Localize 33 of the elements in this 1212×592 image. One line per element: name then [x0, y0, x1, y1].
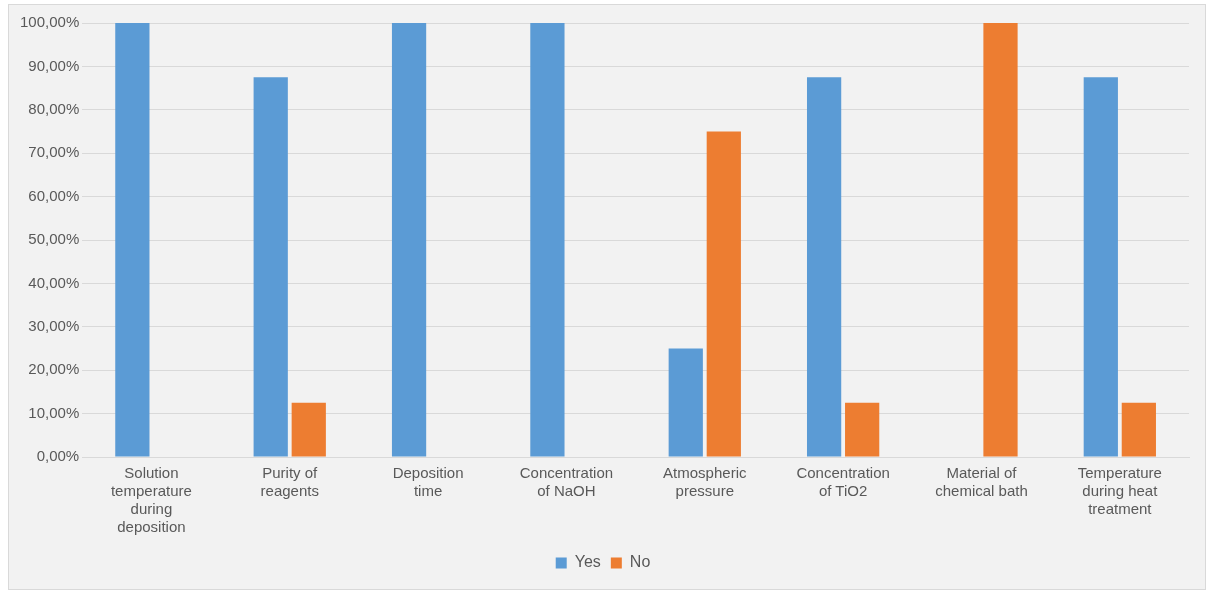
x-tick-label: Temperature during heat treatment — [1077, 464, 1162, 518]
x-tick-label: Purity of reagents — [260, 464, 319, 500]
legend-label: No — [629, 553, 651, 571]
bar — [291, 402, 326, 457]
y-tick-label: 70,00% — [28, 143, 80, 161]
y-tick-label: 100,00% — [20, 13, 80, 31]
bar — [1083, 77, 1118, 457]
bar — [530, 23, 565, 457]
y-tick-label: 20,00% — [28, 360, 80, 378]
y-tick-label: 80,00% — [28, 99, 80, 117]
x-tick-label: Solution temperature during deposition — [110, 464, 192, 536]
y-tick-label: 40,00% — [28, 273, 80, 291]
bar — [668, 348, 703, 457]
y-tick-label: 10,00% — [28, 403, 80, 421]
y-tick-label: 0,00% — [36, 447, 80, 465]
bar — [1121, 402, 1156, 457]
legend-label: Yes — [574, 553, 601, 571]
y-tick-label: 30,00% — [28, 316, 80, 334]
x-tick-label: Deposition time — [392, 464, 464, 500]
y-tick-label: 60,00% — [28, 186, 80, 204]
bar — [115, 23, 150, 457]
x-tick-label: Atmospheric pressure — [663, 464, 747, 500]
y-tick-label: 90,00% — [28, 56, 80, 74]
bar — [253, 77, 288, 457]
bar — [391, 23, 427, 457]
x-tick-label: Concentration of NaOH — [519, 464, 614, 500]
bar — [806, 77, 842, 457]
bar — [706, 131, 741, 457]
y-tick-label: 50,00% — [28, 230, 80, 248]
x-tick-label: Concentration of TiO2 — [796, 464, 890, 500]
bar — [845, 402, 880, 457]
x-tick-label: Material of chemical bath — [935, 464, 1028, 500]
bar — [983, 23, 1018, 457]
